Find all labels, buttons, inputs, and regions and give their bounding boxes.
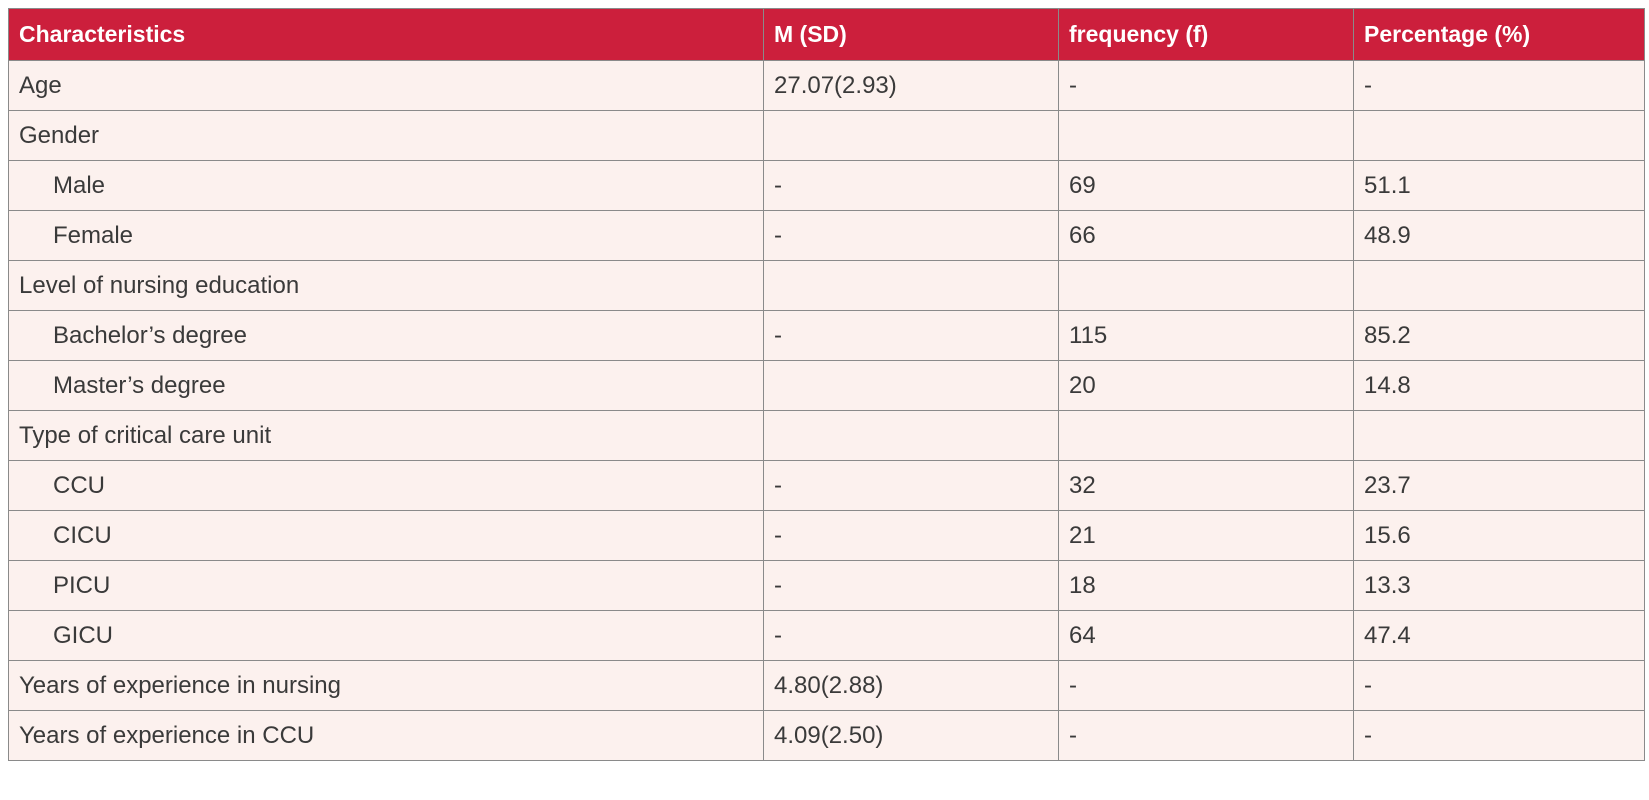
table-row: Gender (8, 110, 1645, 161)
cell-frequency: 115 (1058, 310, 1354, 361)
characteristics-table-wrapper: Characteristics M (SD) frequency (f) Per… (8, 8, 1645, 761)
cell-percentage: 51.1 (1353, 160, 1645, 211)
header-frequency: frequency (f) (1058, 8, 1354, 61)
cell-percentage: 23.7 (1353, 460, 1645, 511)
cell-frequency: 66 (1058, 210, 1354, 261)
row-label: GICU (8, 610, 764, 661)
cell-mean-sd: - (763, 610, 1059, 661)
cell-mean-sd (763, 360, 1059, 411)
cell-percentage (1353, 410, 1645, 461)
table-row: Age 27.07(2.93) - - (8, 60, 1645, 111)
cell-percentage (1353, 260, 1645, 311)
table-row: Bachelor’s degree -115 85.2 (8, 310, 1645, 361)
table-row: Level of nursing education (8, 260, 1645, 311)
cell-frequency: 18 (1058, 560, 1354, 611)
table-header: Characteristics M (SD) frequency (f) Per… (8, 8, 1645, 61)
cell-frequency (1058, 410, 1354, 461)
cell-mean-sd: 4.09(2.50) (763, 710, 1059, 761)
cell-percentage (1353, 110, 1645, 161)
cell-percentage: 14.8 (1353, 360, 1645, 411)
cell-mean-sd: 4.80(2.88) (763, 660, 1059, 711)
row-label: CCU (8, 460, 764, 511)
table-row: Master’s degree 20 14.8 (8, 360, 1645, 411)
cell-frequency: 64 (1058, 610, 1354, 661)
table-row: Female -66 48.9 (8, 210, 1645, 261)
cell-mean-sd: - (763, 510, 1059, 561)
table-body: Age 27.07(2.93) - - Gender Male -69 51.1 Female -… (8, 60, 1645, 761)
row-label: Female (8, 210, 764, 261)
row-label: Years of experience in nursing (8, 660, 764, 711)
table-row: Type of critical care unit (8, 410, 1645, 461)
cell-mean-sd (763, 410, 1059, 461)
header-row: Characteristics M (SD) frequency (f) Per… (8, 8, 1645, 61)
cell-frequency: 21 (1058, 510, 1354, 561)
cell-mean-sd: 27.07(2.93) (763, 60, 1059, 111)
row-label: Male (8, 160, 764, 211)
table-row: PICU -18 13.3 (8, 560, 1645, 611)
cell-mean-sd (763, 260, 1059, 311)
cell-percentage: 13.3 (1353, 560, 1645, 611)
table-row: Male -69 51.1 (8, 160, 1645, 211)
table-row: CCU -32 23.7 (8, 460, 1645, 511)
row-label: CICU (8, 510, 764, 561)
characteristics-table: Characteristics M (SD) frequency (f) Per… (8, 8, 1645, 761)
table-row: CICU -21 15.6 (8, 510, 1645, 561)
cell-frequency: - (1058, 660, 1354, 711)
table-row: Years of experience in nursing 4.80(2.88)… (8, 660, 1645, 711)
header-characteristics: Characteristics (8, 8, 764, 61)
cell-mean-sd: - (763, 460, 1059, 511)
cell-frequency (1058, 260, 1354, 311)
cell-frequency: 32 (1058, 460, 1354, 511)
cell-frequency: - (1058, 710, 1354, 761)
cell-mean-sd: - (763, 160, 1059, 211)
cell-frequency: 20 (1058, 360, 1354, 411)
cell-percentage: - (1353, 660, 1645, 711)
cell-mean-sd (763, 110, 1059, 161)
cell-percentage: 85.2 (1353, 310, 1645, 361)
row-label: Age (8, 60, 764, 111)
header-percentage: Percentage (%) (1353, 8, 1645, 61)
row-label: Type of critical care unit (8, 410, 764, 461)
row-label: Bachelor’s degree (8, 310, 764, 361)
row-label: PICU (8, 560, 764, 611)
cell-percentage: 47.4 (1353, 610, 1645, 661)
row-label: Level of nursing education (8, 260, 764, 311)
header-mean-sd: M (SD) (763, 8, 1059, 61)
table-row: GICU -64 47.4 (8, 610, 1645, 661)
row-label: Years of experience in CCU (8, 710, 764, 761)
table-row: Years of experience in CCU 4.09(2.50) - - (8, 710, 1645, 761)
cell-frequency: - (1058, 60, 1354, 111)
cell-percentage: 15.6 (1353, 510, 1645, 561)
cell-mean-sd: - (763, 310, 1059, 361)
cell-mean-sd: - (763, 560, 1059, 611)
row-label: Master’s degree (8, 360, 764, 411)
cell-frequency (1058, 110, 1354, 161)
cell-frequency: 69 (1058, 160, 1354, 211)
cell-mean-sd: - (763, 210, 1059, 261)
cell-percentage: 48.9 (1353, 210, 1645, 261)
cell-percentage: - (1353, 60, 1645, 111)
row-label: Gender (8, 110, 764, 161)
cell-percentage: - (1353, 710, 1645, 761)
